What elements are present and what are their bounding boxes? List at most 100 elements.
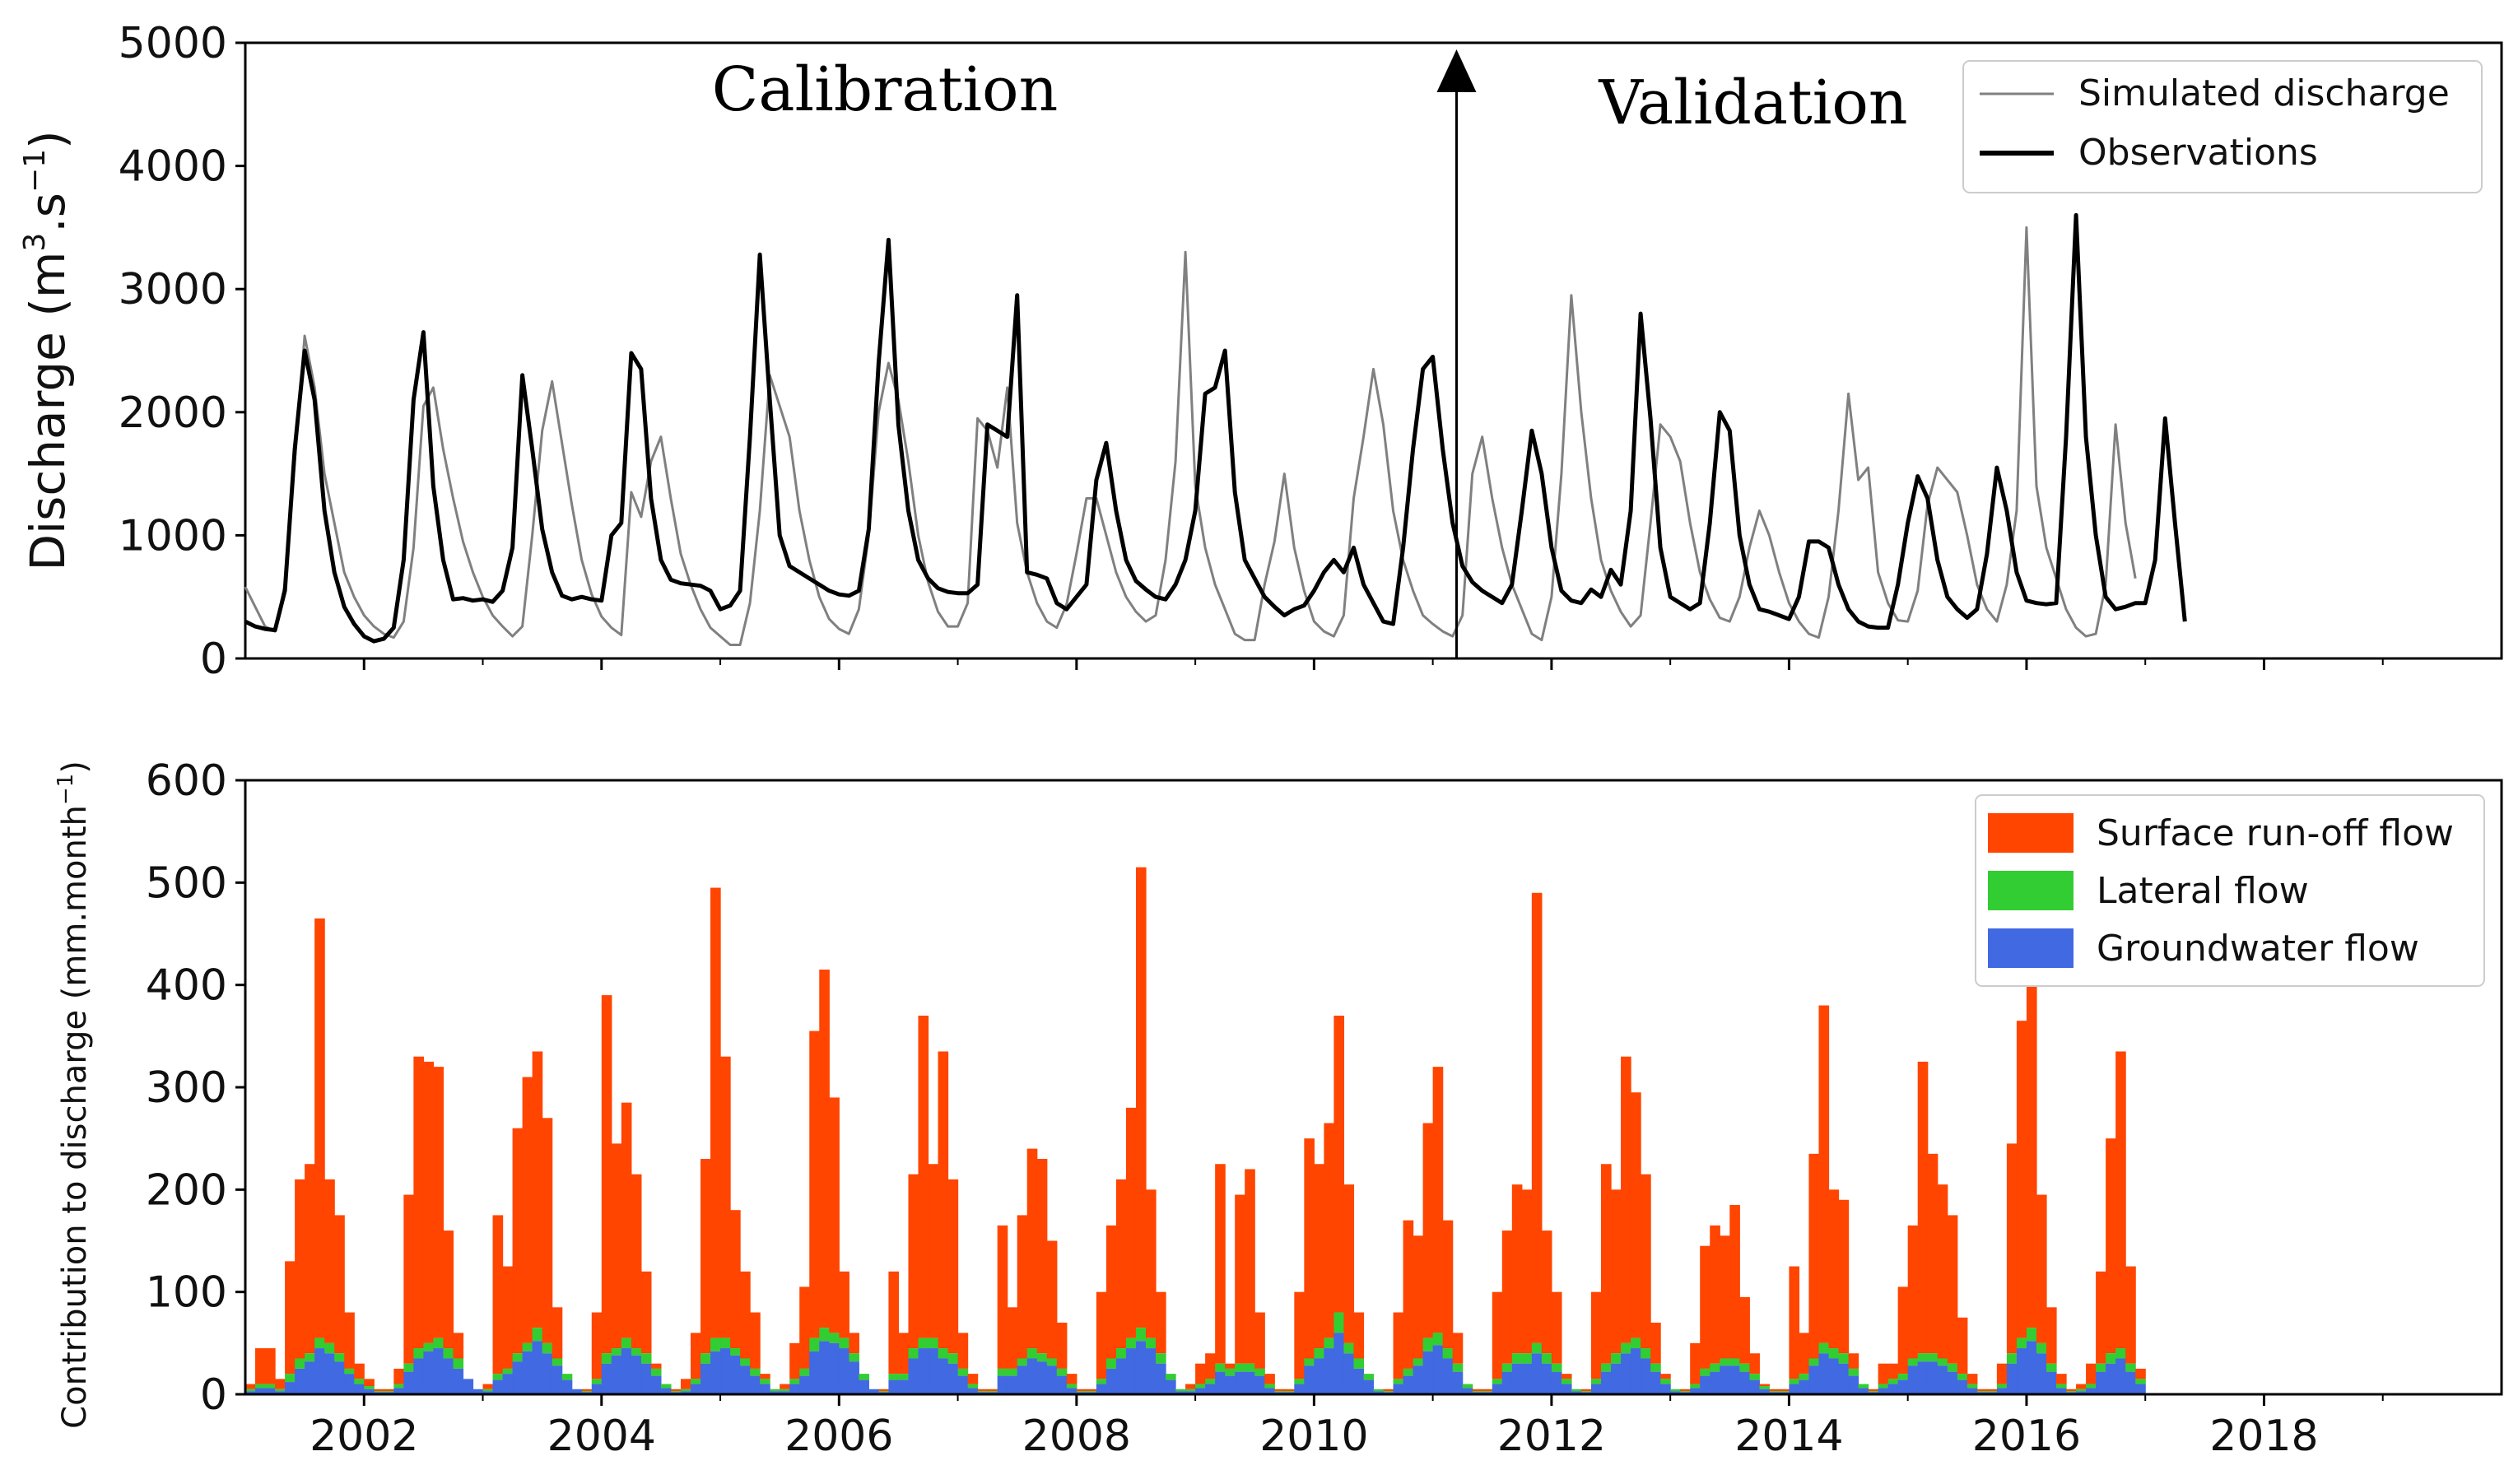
surface-runoff-bar <box>1531 892 1543 1343</box>
lateral-flow-bar <box>1769 1391 1780 1393</box>
groundwater-flow-bar <box>542 1353 553 1394</box>
surface-runoff-bar <box>1561 1374 1572 1379</box>
groundwater-flow-bar <box>1660 1384 1671 1394</box>
groundwater-flow-bar <box>1166 1379 1176 1394</box>
groundwater-flow-bar <box>1808 1365 1820 1394</box>
lateral-flow-bar <box>710 1337 721 1351</box>
lateral-flow-bar <box>2006 1353 2018 1364</box>
groundwater-flow-bar <box>1413 1365 1424 1394</box>
surface-runoff-bar <box>1976 1389 1988 1392</box>
discharge-legend: Simulated discharge Observations <box>1962 60 2483 193</box>
surface-runoff-bar <box>1432 1067 1444 1333</box>
groundwater-flow-bar <box>1393 1384 1404 1394</box>
surface-runoff-bar <box>700 1159 711 1354</box>
lateral-flow-bar <box>403 1363 414 1372</box>
y-tick-label: 0 <box>200 635 227 684</box>
surface-runoff-bar <box>1789 1266 1800 1379</box>
surface-runoff-bar <box>1195 1363 1206 1384</box>
lateral-flow-bar <box>2056 1384 2067 1389</box>
surface-runoff-bar <box>1403 1220 1414 1369</box>
surface-runoff-bar <box>1720 1235 1730 1359</box>
discharge-y-ticks: 0 1000 2000 3000 4000 5000 <box>119 19 245 684</box>
surface-runoff-bar <box>502 1266 514 1369</box>
lateral-flow-bar <box>1096 1379 1107 1384</box>
groundwater-flow-bar <box>1720 1365 1730 1394</box>
groundwater-flow-bar <box>1561 1384 1572 1394</box>
surface-runoff-bar <box>621 1102 632 1338</box>
lateral-flow-bar <box>1501 1363 1513 1372</box>
groundwater-flow-bar <box>354 1384 365 1394</box>
lateral-flow-bar <box>1115 1348 1127 1359</box>
surface-runoff-bar <box>977 1389 989 1392</box>
groundwater-flow-bar <box>1175 1391 1186 1394</box>
lateral-flow-bar <box>1284 1391 1295 1393</box>
lateral-flow-bar <box>1245 1363 1255 1372</box>
x-tick-label: 2016 <box>1972 1412 2081 1461</box>
groundwater-flow-bar <box>1759 1389 1770 1394</box>
validation-label: Validation <box>1598 67 1907 138</box>
surface-runoff-bar <box>640 1271 652 1354</box>
surface-runoff-bar <box>1996 1363 2008 1384</box>
groundwater-flow-bar <box>314 1348 325 1394</box>
lateral-flow-bar <box>987 1391 998 1393</box>
surface-runoff-bar <box>710 887 721 1338</box>
surface-runoff-bar <box>1215 1164 1226 1364</box>
lateral-flow-bar <box>1036 1353 1048 1362</box>
lateral-flow-bar <box>393 1384 404 1389</box>
groundwater-flow-bar <box>611 1355 622 1394</box>
lateral-flow-bar <box>1492 1379 1503 1384</box>
surface-runoff-bar <box>809 1030 820 1338</box>
surface-runoff-bar <box>1235 1194 1245 1364</box>
groundwater-flow-bar <box>640 1363 652 1394</box>
surface-runoff-bar <box>1264 1374 1275 1384</box>
surface-runoff-bar <box>1146 1189 1157 1338</box>
calibration-validation-split-arrow <box>1436 49 1477 658</box>
groundwater-flow-bar <box>1621 1353 1631 1394</box>
y-tick-label: 2000 <box>119 388 227 438</box>
surface-runoff-bar <box>1472 1389 1483 1392</box>
groundwater-flow-bar <box>1056 1375 1068 1394</box>
groundwater-flow-bar <box>819 1341 830 1394</box>
lateral-flow-bar <box>1878 1384 1889 1389</box>
lateral-flow-bar <box>1759 1386 1770 1389</box>
lateral-flow-bar <box>1710 1363 1720 1372</box>
lateral-flow-bar <box>1976 1391 1988 1393</box>
surface-runoff-bar <box>2016 1021 2027 1338</box>
groundwater-flow-bar <box>403 1371 414 1394</box>
y-tick-label: 5000 <box>119 19 227 68</box>
groundwater-flow-bar <box>1947 1371 1958 1394</box>
lateral-flow-bar <box>1521 1353 1533 1364</box>
lateral-flow-bar <box>859 1374 869 1380</box>
groundwater-flow-bar <box>1571 1391 1582 1394</box>
lateral-flow-bar <box>1729 1358 1740 1366</box>
groundwater-flow-bar <box>1818 1353 1830 1394</box>
lateral-flow-bar <box>1125 1337 1137 1349</box>
surface-runoff-bar <box>799 1286 810 1369</box>
surface-runoff-bar <box>1076 1389 1087 1392</box>
discharge-x-ticks <box>362 658 2384 670</box>
lateral-flow-bar <box>1403 1368 1414 1376</box>
lateral-flow-bar <box>1353 1358 1365 1369</box>
lateral-flow-bar <box>1957 1374 1968 1380</box>
lateral-flow-bar <box>1274 1391 1285 1393</box>
surface-runoff-bar <box>1056 1322 1068 1369</box>
lateral-flow-bar <box>1779 1391 1790 1393</box>
surface-runoff-bar <box>1621 1056 1631 1343</box>
lateral-flow-bar <box>809 1337 820 1351</box>
surface-runoff-bar <box>2106 1138 2116 1354</box>
surface-runoff-bar <box>1105 1225 1117 1359</box>
lateral-flow-bar <box>2106 1353 2116 1364</box>
surface-runoff-bar <box>1799 1333 1810 1375</box>
surface-runoff-bar <box>1759 1384 1770 1387</box>
lateral-flow-bar <box>611 1348 622 1356</box>
surface-runoff-bar <box>1710 1225 1720 1364</box>
lateral-flow-bar <box>660 1384 672 1389</box>
groundwater-flow-bar <box>1036 1361 1048 1394</box>
lateral-flow-bar <box>1017 1358 1028 1366</box>
lateral-flow-bar <box>354 1379 365 1384</box>
groundwater-flow-bar <box>1590 1384 1602 1394</box>
surface-runoff-bar <box>522 1077 533 1343</box>
y-tick-label: 200 <box>146 1165 227 1215</box>
surface-runoff-bar <box>898 1333 910 1375</box>
surface-runoff-bar <box>305 1164 315 1354</box>
